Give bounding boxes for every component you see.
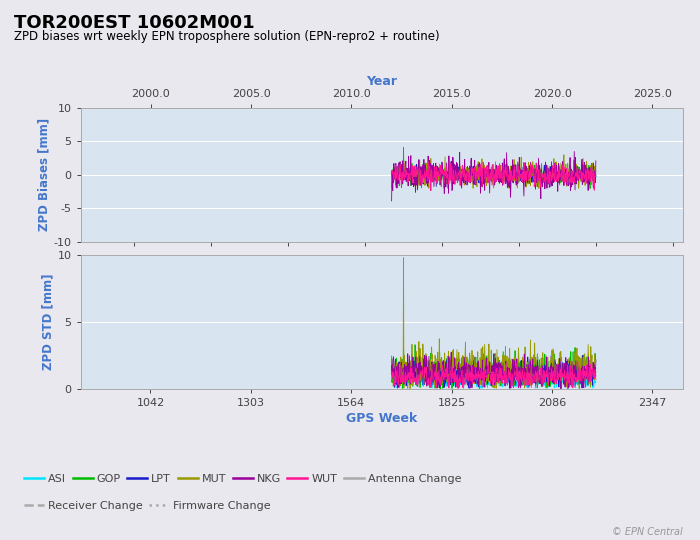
X-axis label: GPS Week: GPS Week: [346, 412, 417, 425]
Legend: Receiver Change, Firmware Change: Receiver Change, Firmware Change: [20, 497, 275, 516]
Y-axis label: ZPD STD [mm]: ZPD STD [mm]: [42, 274, 55, 370]
Y-axis label: ZPD Biases [mm]: ZPD Biases [mm]: [38, 118, 50, 232]
Text: © EPN Central: © EPN Central: [612, 527, 682, 537]
Legend: ASI, GOP, LPT, MUT, NKG, WUT, Antenna Change: ASI, GOP, LPT, MUT, NKG, WUT, Antenna Ch…: [20, 470, 466, 489]
X-axis label: Year: Year: [366, 75, 397, 88]
Text: ZPD biases wrt weekly EPN troposphere solution (EPN-repro2 + routine): ZPD biases wrt weekly EPN troposphere so…: [14, 30, 440, 43]
Text: TOR200EST 10602M001: TOR200EST 10602M001: [14, 14, 255, 31]
